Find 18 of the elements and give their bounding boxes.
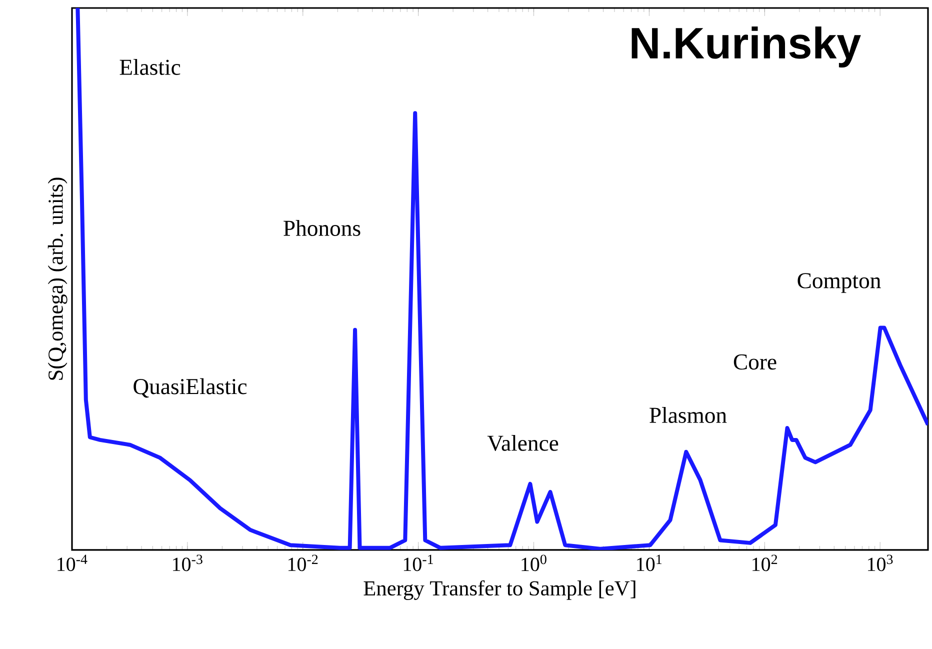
x-tick-label: 10$^{-3}$	[173, 554, 202, 572]
x-tick-label: 10$^{-4}$	[58, 554, 88, 572]
annotation: QuasiElastic	[134, 378, 247, 398]
x-tick-label: 10$^{0}$	[522, 554, 546, 572]
annotation: Compton	[798, 273, 881, 293]
annotation: Phonons	[284, 220, 360, 236]
annotation: Core	[734, 354, 776, 370]
annotation: Elastic	[120, 59, 180, 75]
x-tick-label: 10$^{3}$	[868, 554, 893, 572]
x-tick-label: 10$^{1}$	[637, 554, 662, 572]
x-axis-title: Energy Transfer to Sample [eV]	[364, 580, 636, 600]
annotation: Valence	[487, 434, 558, 452]
y-axis-title: S(Q,omega) (arb. units)	[48, 178, 68, 380]
x-tick-label: 10$^{2}$	[752, 554, 778, 572]
x-tick-label: 10$^{-1}$	[404, 554, 433, 572]
annotation: N.Kurinsky	[632, 26, 861, 68]
x-tick-label: 10$^{-2}$	[288, 554, 318, 572]
annotation: Plasmon	[650, 407, 727, 423]
